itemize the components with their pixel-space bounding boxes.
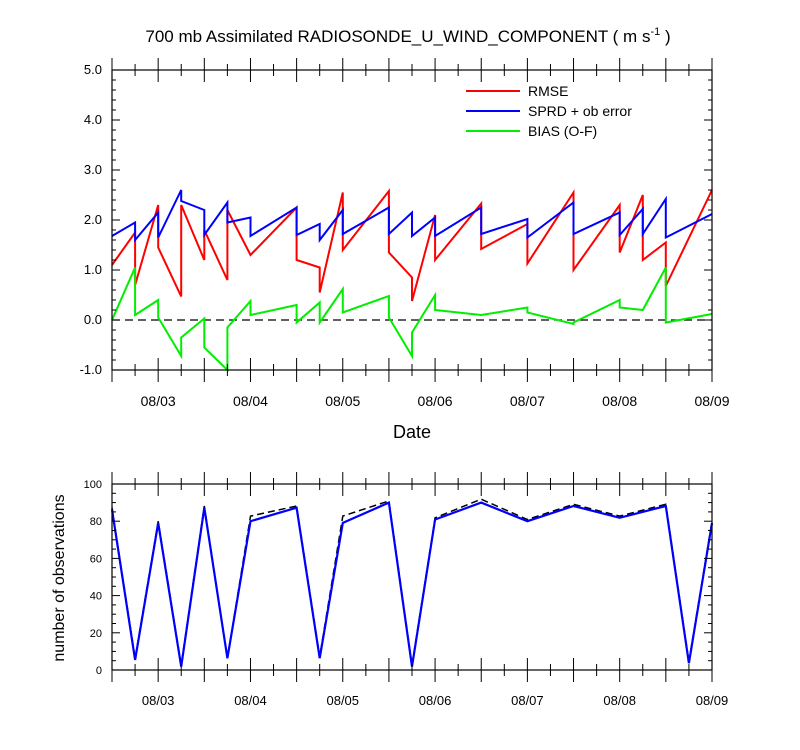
- series-line-assimilated: [110, 501, 714, 667]
- x-tick-label: 08/03: [142, 693, 175, 708]
- bottom-series-group: [110, 498, 714, 667]
- legend-label: RMSE: [528, 83, 568, 99]
- x-tick-label: 08/05: [325, 393, 360, 409]
- x-tick-label: 08/08: [603, 693, 636, 708]
- y-tick-label: 4.0: [84, 112, 102, 127]
- x-tick-label: 08/07: [511, 693, 544, 708]
- x-tick-label: 08/04: [233, 393, 268, 409]
- bottom-plot-frame: [111, 483, 713, 671]
- legend-label: SPRD + ob error: [528, 103, 632, 119]
- y-tick-label: 80: [90, 516, 102, 528]
- y-tick-label: 40: [90, 591, 102, 603]
- x-tick-label: 08/08: [602, 393, 637, 409]
- chart-title-exponent: -1: [650, 26, 660, 38]
- y-tick-label: 1.0: [84, 262, 102, 277]
- x-tick-label: 08/07: [510, 393, 545, 409]
- y-tick-label: 20: [90, 628, 102, 640]
- x-tick-label: 08/03: [141, 393, 176, 409]
- x-axis-label: Date: [393, 422, 431, 442]
- legend: RMSE SPRD + ob error BIAS (O-F): [466, 83, 632, 139]
- top-ticks-group: -1.0 0.0 1.0 2.0 3.0 4.0 5.0 08/03 08/04 08/05 08/…: [80, 58, 730, 409]
- y-tick-label: 60: [90, 553, 102, 565]
- x-tick-label: 08/09: [696, 693, 729, 708]
- x-tick-label: 08/06: [418, 393, 453, 409]
- series-line-sprd-ob-error: [111, 189, 713, 243]
- bottom-ticks-group: 0 20 40 60 80 100 08/03 08/04 08/05 08/06 08/07 08/…: [84, 472, 729, 708]
- chart-title: 700 mb Assimilated RADIOSONDE_U_WIND_COM…: [145, 26, 670, 46]
- x-tick-label: 08/04: [234, 693, 267, 708]
- series-line-bias-o-f: [111, 267, 713, 373]
- y-axis-label: number of observations: [51, 494, 68, 661]
- chart-title-main: 700 mb Assimilated RADIOSONDE_U_WIND_COM…: [145, 27, 650, 46]
- x-tick-label: 08/05: [326, 693, 359, 708]
- legend-label: BIAS (O-F): [528, 123, 597, 139]
- x-tick-label: 08/06: [419, 693, 452, 708]
- series-line-rmse: [111, 188, 713, 302]
- y-tick-label: 2.0: [84, 212, 102, 227]
- top-plot-frame: [111, 69, 713, 371]
- chart-title-close: ): [660, 27, 670, 46]
- x-tick-label: 08/09: [694, 393, 729, 409]
- y-tick-label: 5.0: [84, 62, 102, 77]
- y-tick-label: 0: [96, 665, 102, 677]
- y-tick-label: 3.0: [84, 162, 102, 177]
- top-plot: -1.0 0.0 1.0 2.0 3.0 4.0 5.0 08/03 08/04 08/05 08/…: [80, 58, 730, 442]
- top-series-group: [111, 188, 713, 373]
- bottom-plot: 0 20 40 60 80 100 08/03 08/04 08/05 08/06 08/07 08/…: [51, 472, 728, 708]
- y-tick-label: 0.0: [84, 312, 102, 327]
- y-tick-label: 100: [84, 479, 102, 491]
- y-tick-label: -1.0: [80, 362, 102, 377]
